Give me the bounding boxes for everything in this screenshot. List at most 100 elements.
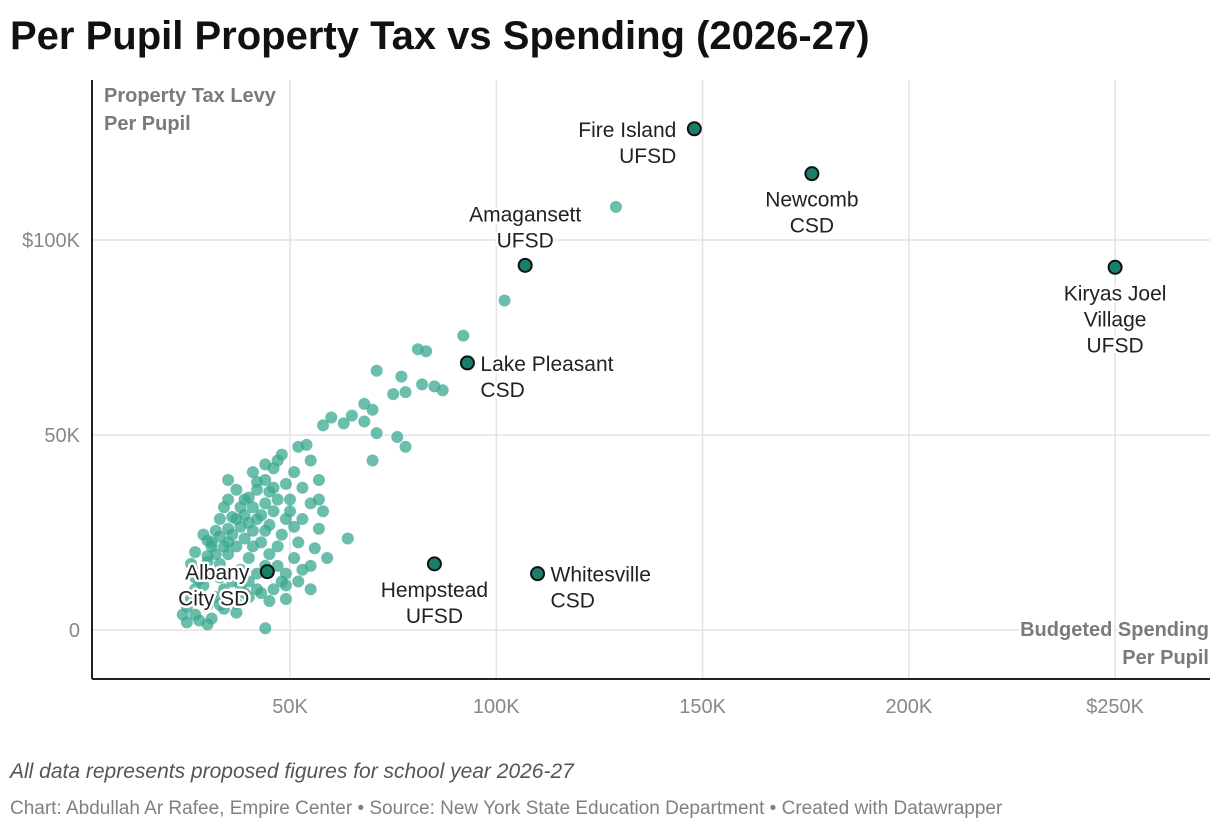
axes bbox=[91, 80, 1210, 680]
data-point bbox=[259, 497, 272, 510]
data-point bbox=[304, 497, 317, 510]
data-point bbox=[341, 532, 354, 545]
data-point bbox=[296, 563, 309, 576]
x-axis-title: Per Pupil bbox=[1122, 647, 1209, 669]
data-point bbox=[498, 294, 511, 307]
data-point bbox=[234, 563, 247, 576]
scatter-chart: 50K 100K 150K 200K $250K 0 50K $100K Fire Islan… bbox=[22, 80, 1212, 718]
data-point bbox=[189, 571, 202, 584]
data-point bbox=[222, 473, 235, 486]
data-point bbox=[222, 493, 235, 506]
data-point bbox=[279, 513, 292, 526]
data-point bbox=[209, 548, 222, 561]
y-axis-title: Per Pupil bbox=[104, 113, 191, 135]
data-point bbox=[325, 411, 338, 424]
data-point bbox=[321, 552, 334, 565]
data-point bbox=[234, 579, 247, 592]
data-point bbox=[288, 466, 301, 479]
data-point bbox=[263, 548, 276, 561]
point-label: Village bbox=[1084, 308, 1147, 331]
x-tick-label: $250K bbox=[1086, 696, 1144, 718]
data-point bbox=[279, 593, 292, 606]
x-tick-label: 100K bbox=[473, 696, 520, 718]
data-point bbox=[271, 454, 284, 467]
data-point bbox=[312, 522, 325, 535]
highlighted-point bbox=[459, 355, 475, 371]
point-label: UFSD bbox=[1087, 334, 1144, 357]
data-point bbox=[337, 417, 350, 430]
data-point bbox=[399, 386, 412, 399]
chart-credits: Chart: Abdullah Ar Rafee, Empire Center … bbox=[10, 798, 1003, 819]
y-axis-title: Property Tax Levy bbox=[104, 85, 277, 107]
y-tick-label: $100K bbox=[22, 230, 80, 252]
highlighted-point bbox=[1107, 259, 1123, 275]
point-label: UFSD bbox=[497, 229, 554, 252]
tick-labels: 50K 100K 150K 200K $250K 0 50K $100K bbox=[22, 230, 1145, 718]
data-point bbox=[292, 536, 305, 549]
data-point bbox=[230, 606, 243, 619]
chart-title: Per Pupil Property Tax vs Spending (2026… bbox=[10, 14, 870, 58]
data-point bbox=[284, 493, 297, 506]
data-point bbox=[246, 466, 259, 479]
data-point bbox=[275, 528, 288, 541]
data-point bbox=[246, 540, 259, 553]
point-label: Kiryas Joel bbox=[1064, 282, 1167, 305]
data-point bbox=[259, 458, 272, 471]
data-point bbox=[180, 616, 193, 629]
highlighted-points bbox=[259, 121, 1123, 582]
data-point bbox=[391, 431, 404, 444]
data-point bbox=[251, 583, 264, 596]
point-label: UFSD bbox=[619, 145, 676, 168]
highlighted-point bbox=[426, 556, 442, 572]
data-point bbox=[271, 493, 284, 506]
y-tick-label: 0 bbox=[69, 620, 80, 642]
data-point bbox=[304, 583, 317, 596]
x-tick-label: 200K bbox=[885, 696, 932, 718]
data-point bbox=[267, 481, 280, 494]
data-point bbox=[358, 415, 371, 428]
highlighted-point bbox=[804, 166, 820, 182]
data-point bbox=[317, 419, 330, 432]
data-point bbox=[416, 378, 429, 391]
data-point bbox=[226, 591, 239, 604]
data-point bbox=[267, 583, 280, 596]
data-point bbox=[213, 598, 226, 611]
point-label: CSD bbox=[551, 590, 595, 613]
point-label: Albany bbox=[185, 562, 250, 585]
data-point bbox=[201, 555, 214, 568]
axis-titles: Property Tax Levy Per Pupil Budgeted Spend… bbox=[102, 83, 1212, 672]
data-point bbox=[213, 513, 226, 526]
data-point bbox=[366, 454, 379, 467]
data-point bbox=[222, 536, 235, 549]
data-point bbox=[259, 622, 272, 635]
data-point bbox=[218, 583, 231, 596]
point-label: Amagansett bbox=[469, 203, 581, 226]
data-point bbox=[230, 483, 243, 496]
data-point bbox=[292, 440, 305, 453]
point-label: Newcomb bbox=[765, 189, 858, 212]
data-point bbox=[317, 505, 330, 518]
y-tick-label: 50K bbox=[44, 425, 80, 447]
point-label: Lake Pleasant bbox=[480, 353, 613, 376]
data-point bbox=[457, 329, 470, 342]
data-point bbox=[308, 542, 321, 555]
data-point bbox=[238, 493, 251, 506]
data-point bbox=[271, 540, 284, 553]
annotation-labels: Fire Island UFSD Newcomb CSD Kiryas Joel Vill… bbox=[176, 116, 1169, 630]
data-point bbox=[213, 571, 226, 584]
x-tick-label: 150K bbox=[679, 696, 726, 718]
data-point bbox=[259, 524, 272, 537]
data-point bbox=[292, 575, 305, 588]
highlighted-point bbox=[530, 566, 546, 582]
data-point bbox=[304, 454, 317, 467]
data-point bbox=[395, 370, 408, 383]
data-point bbox=[387, 388, 400, 401]
chart-footnote: All data represents proposed figures for… bbox=[10, 760, 574, 783]
data-points bbox=[176, 200, 622, 635]
data-point bbox=[279, 477, 292, 490]
data-point bbox=[193, 591, 206, 604]
data-point bbox=[185, 557, 198, 570]
data-point bbox=[370, 364, 383, 377]
data-point bbox=[609, 200, 622, 213]
data-point bbox=[263, 594, 276, 607]
